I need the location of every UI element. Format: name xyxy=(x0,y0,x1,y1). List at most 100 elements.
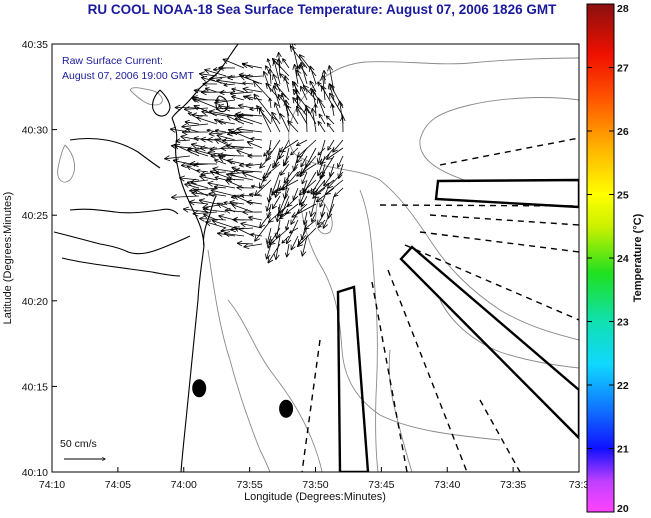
current-arrow-head xyxy=(301,235,307,241)
current-arrow-head xyxy=(234,167,241,171)
current-arrow-head xyxy=(292,88,299,93)
current-arrow-head xyxy=(268,97,271,102)
current-arrow-head xyxy=(207,136,213,141)
current-arrow-head xyxy=(302,85,306,92)
current-arrow xyxy=(291,203,317,218)
current-arrow xyxy=(242,63,263,69)
current-arrow xyxy=(302,171,317,195)
current-arrow-head xyxy=(267,259,274,264)
current-arrow-head xyxy=(319,161,326,165)
current-arrow-head xyxy=(333,192,336,197)
current-arrow xyxy=(271,171,281,194)
coast-inner-bay xyxy=(69,208,179,215)
current-arrow-head xyxy=(274,82,281,86)
current-arrow xyxy=(214,186,227,189)
current-arrow xyxy=(296,147,308,164)
current-arrow xyxy=(191,114,209,117)
current-arrow-head xyxy=(226,172,233,175)
plot-area xyxy=(52,44,579,472)
current-arrow xyxy=(273,85,281,109)
current-arrow-head xyxy=(246,141,252,147)
current-arrow-head xyxy=(331,103,335,108)
current-arrow-head xyxy=(265,238,268,244)
current-arrow xyxy=(222,139,245,142)
current-arrow-head xyxy=(328,65,334,71)
current-arrow-head xyxy=(209,146,215,151)
current-arrow-head xyxy=(225,179,230,185)
current-arrow-head xyxy=(189,160,196,165)
current-arrow xyxy=(265,139,281,162)
footprint-southeast xyxy=(399,245,579,440)
current-arrow-head xyxy=(220,227,227,232)
current-arrow xyxy=(296,139,317,158)
current-arrow-head xyxy=(212,168,218,173)
current-arrow-head xyxy=(205,87,210,89)
current-arrow-head xyxy=(245,165,252,169)
current-arrow-head xyxy=(267,150,272,156)
current-arrow-head xyxy=(239,165,244,168)
current-arrow-head xyxy=(175,140,181,144)
current-arrow-head xyxy=(283,75,286,82)
current-arrow xyxy=(298,54,317,77)
current-arrow-head xyxy=(207,180,214,184)
current-arrow-head xyxy=(299,62,302,69)
current-arrow-head xyxy=(285,104,292,109)
current-arrow-head xyxy=(256,105,259,112)
current-arrow xyxy=(198,199,218,205)
contour-line xyxy=(207,249,271,472)
current-arrow xyxy=(245,95,263,101)
current-arrow xyxy=(223,83,236,86)
current-arrow-head xyxy=(312,193,316,199)
current-arrow-head xyxy=(217,152,224,156)
current-arrow-head xyxy=(280,92,283,99)
current-arrow-head xyxy=(214,159,218,164)
current-arrow xyxy=(309,80,317,93)
current-arrow-head xyxy=(271,111,277,115)
current-arrow-head xyxy=(292,97,295,104)
current-arrow-head xyxy=(321,85,327,90)
current-arrow xyxy=(240,195,254,197)
current-arrow-head xyxy=(249,106,254,110)
current-arrow-head xyxy=(256,105,263,109)
current-arrow-head xyxy=(259,221,261,228)
current-arrow-head xyxy=(284,208,289,215)
current-arrow-head xyxy=(189,163,196,167)
current-arrow-head xyxy=(213,66,218,71)
current-arrow-head xyxy=(225,145,232,150)
current-arrow-head xyxy=(283,99,287,106)
current-arrow-head xyxy=(172,159,178,165)
current-arrow xyxy=(231,96,245,101)
current-arrow-head xyxy=(285,212,291,215)
current-arrow-head xyxy=(254,238,261,242)
current-arrow-head xyxy=(245,162,251,167)
current-arrow-head xyxy=(236,114,243,117)
y-tick-label: 40:15 xyxy=(22,381,48,393)
current-arrow-head xyxy=(275,254,280,261)
current-arrow-head xyxy=(267,214,272,219)
current-arrow-head xyxy=(215,172,220,175)
current-arrow xyxy=(324,179,344,196)
current-arrow-head xyxy=(310,211,315,218)
current-arrow-head xyxy=(227,129,233,135)
current-arrow-head xyxy=(279,73,282,79)
current-arrow-head xyxy=(193,89,199,94)
current-arrow-head xyxy=(250,138,255,142)
current-arrow xyxy=(216,134,236,141)
current-arrow-head xyxy=(311,107,317,114)
current-arrow xyxy=(317,120,326,133)
current-arrow-head xyxy=(289,45,292,52)
current-arrow-head xyxy=(214,176,219,178)
current-label: Raw Surface Current: xyxy=(62,55,163,67)
current-arrow-head xyxy=(164,155,170,160)
current-arrow-head xyxy=(184,121,190,125)
current-arrow xyxy=(229,201,245,205)
current-arrow-head xyxy=(303,84,309,88)
current-arrow-head xyxy=(266,243,269,249)
current-arrow-head xyxy=(279,113,285,118)
current-arrow-head xyxy=(284,75,290,81)
current-arrow-head xyxy=(274,187,279,193)
current-arrow-head xyxy=(281,241,286,244)
current-arrow-head xyxy=(192,213,199,217)
current-arrow-head xyxy=(337,164,342,168)
current-arrow-head xyxy=(269,68,273,74)
